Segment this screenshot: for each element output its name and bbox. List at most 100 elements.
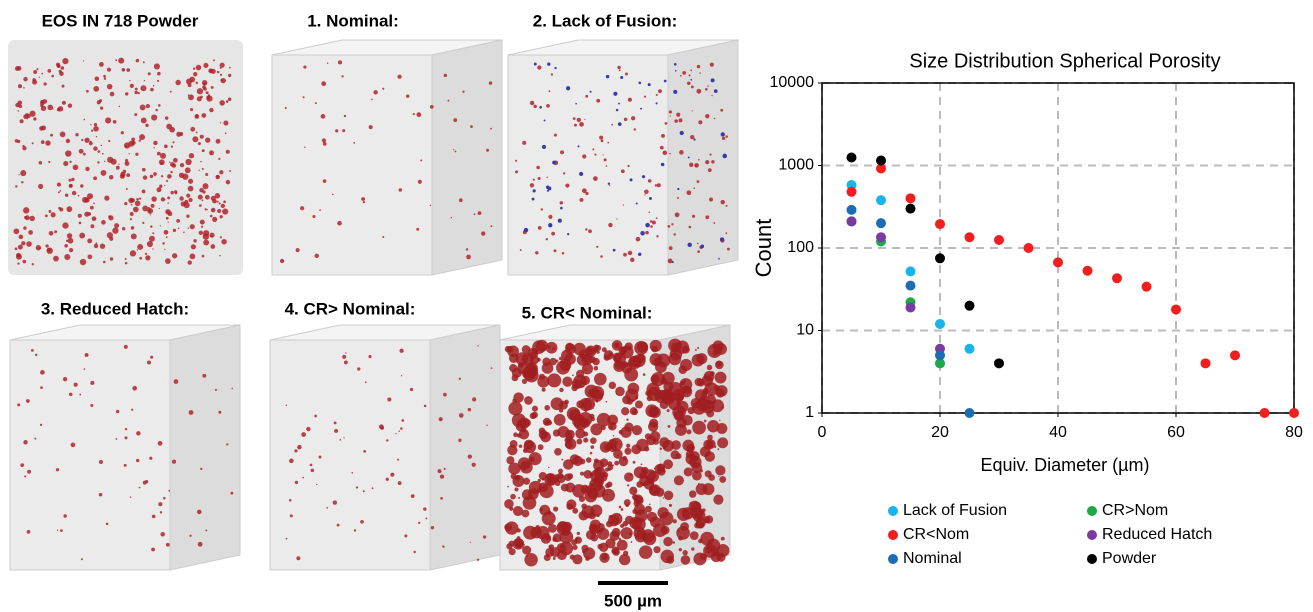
pore [703,516,710,524]
pore [412,113,415,116]
pore [64,253,71,260]
pore-lof [612,248,616,252]
pore-lof [647,83,651,87]
pore [176,218,180,223]
pore [515,170,519,174]
pore [40,99,44,104]
pore [620,426,632,438]
pore-lof [635,202,638,205]
pore [139,134,146,141]
pore [635,236,641,242]
pore [659,447,663,450]
pore [195,131,198,134]
pore [149,174,154,179]
pore [40,140,45,145]
box-front [9,339,171,571]
pore [559,400,568,410]
pore [165,542,170,547]
pore [47,104,53,111]
pore [195,81,198,85]
pore [302,96,305,99]
point [1141,281,1152,292]
pore [521,489,533,501]
pore [592,148,595,151]
pore [151,196,157,202]
pore [61,100,66,105]
pore [514,487,519,492]
pore [715,465,726,476]
point [905,203,916,214]
pore [151,547,155,552]
pore [554,474,560,480]
pore [371,487,374,490]
pore [188,153,195,159]
pore [177,227,180,230]
pore [583,437,589,443]
pore [204,208,207,211]
pore [79,258,87,266]
pore [550,73,554,76]
box-front [271,54,433,276]
pore [345,352,347,354]
pore [163,496,166,500]
x-tick-label: 0 [818,424,827,441]
pore [175,79,181,86]
pore [199,204,202,207]
pore [707,434,713,441]
pore [658,89,662,94]
pore [663,459,674,470]
pore-lof [687,156,690,159]
pore [691,547,695,551]
pore [622,204,624,206]
pore [129,80,131,82]
pore [206,95,211,100]
pore [18,234,24,240]
pore-lof [660,162,665,167]
pore [551,231,555,236]
pore [692,214,696,218]
pore [632,460,636,464]
pore [531,405,538,412]
pore [504,523,513,532]
pore [91,216,97,222]
pore [294,480,299,485]
pore [645,230,649,235]
pore [612,464,614,467]
pore [109,236,114,241]
pore [58,206,61,210]
pore [539,484,554,499]
pore [545,341,558,354]
pore [699,401,704,406]
pore [124,427,128,431]
pore [150,225,153,228]
pore [696,88,702,94]
pore [114,223,120,229]
pore [357,367,361,371]
pore [148,235,155,242]
pore [93,86,100,92]
pore [320,114,326,119]
pore [395,433,397,435]
pore [164,144,168,149]
pore [530,364,536,370]
pore [186,214,190,218]
pore [141,189,146,194]
pore [537,176,541,181]
pore [362,200,366,204]
pore [397,481,402,485]
pore [48,160,51,164]
pore [119,173,125,179]
pore [705,113,710,119]
pore [86,89,89,93]
pore [423,404,427,408]
pore [203,62,209,69]
pore [322,179,327,183]
pore [654,464,665,474]
pore [66,206,73,213]
pore [200,225,204,228]
pore [145,103,150,109]
pore [101,220,106,225]
pore [720,536,725,541]
pore [707,343,722,358]
pore [614,460,620,466]
